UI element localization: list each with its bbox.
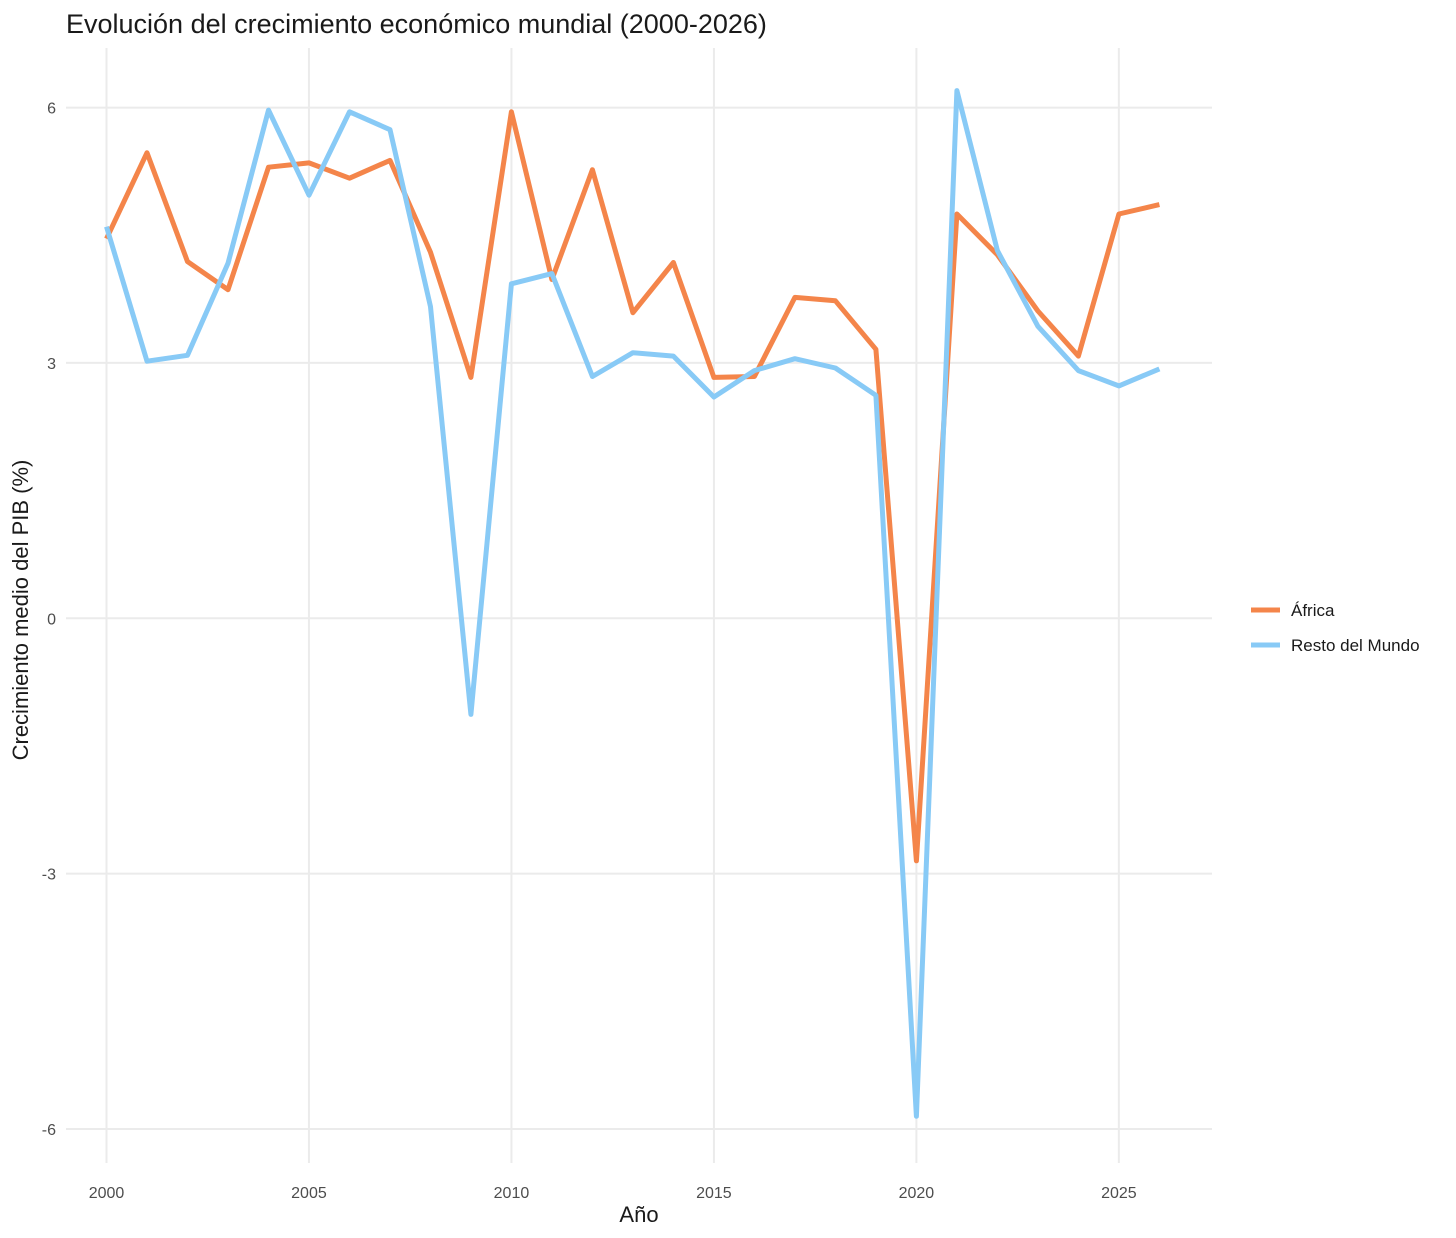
y-axis-ticks: 6 3 0 -3 -6 (42, 101, 56, 1139)
y-tick-label: 0 (47, 611, 56, 628)
x-axis-title: Año (619, 1202, 658, 1227)
x-tick-label: 2000 (89, 1185, 125, 1202)
series-line-resto-del-mundo (104, 88, 1161, 1119)
y-axis-title: Crecimiento medio del PIB (%) (8, 460, 33, 761)
x-axis-ticks: 2000 2005 2010 2015 2020 2025 (89, 1185, 1137, 1202)
x-tick-label: 2015 (696, 1185, 732, 1202)
grid (66, 48, 1212, 1163)
series-lines (104, 88, 1161, 1119)
y-tick-label: -3 (42, 867, 56, 884)
legend: África Resto del Mundo (1251, 601, 1420, 655)
x-tick-label: 2010 (494, 1185, 530, 1202)
chart-title: Evolución del crecimiento económico mund… (66, 9, 767, 39)
legend-label-resto-del-mundo: Resto del Mundo (1291, 636, 1420, 655)
series-line-africa (104, 109, 1160, 864)
x-tick-label: 2005 (291, 1185, 327, 1202)
x-tick-label: 2020 (899, 1185, 935, 1202)
y-tick-label: 3 (47, 356, 56, 373)
y-tick-label: 6 (47, 101, 56, 118)
y-tick-label: -6 (42, 1122, 56, 1139)
x-tick-label: 2025 (1101, 1185, 1137, 1202)
legend-label-africa: África (1291, 601, 1335, 620)
